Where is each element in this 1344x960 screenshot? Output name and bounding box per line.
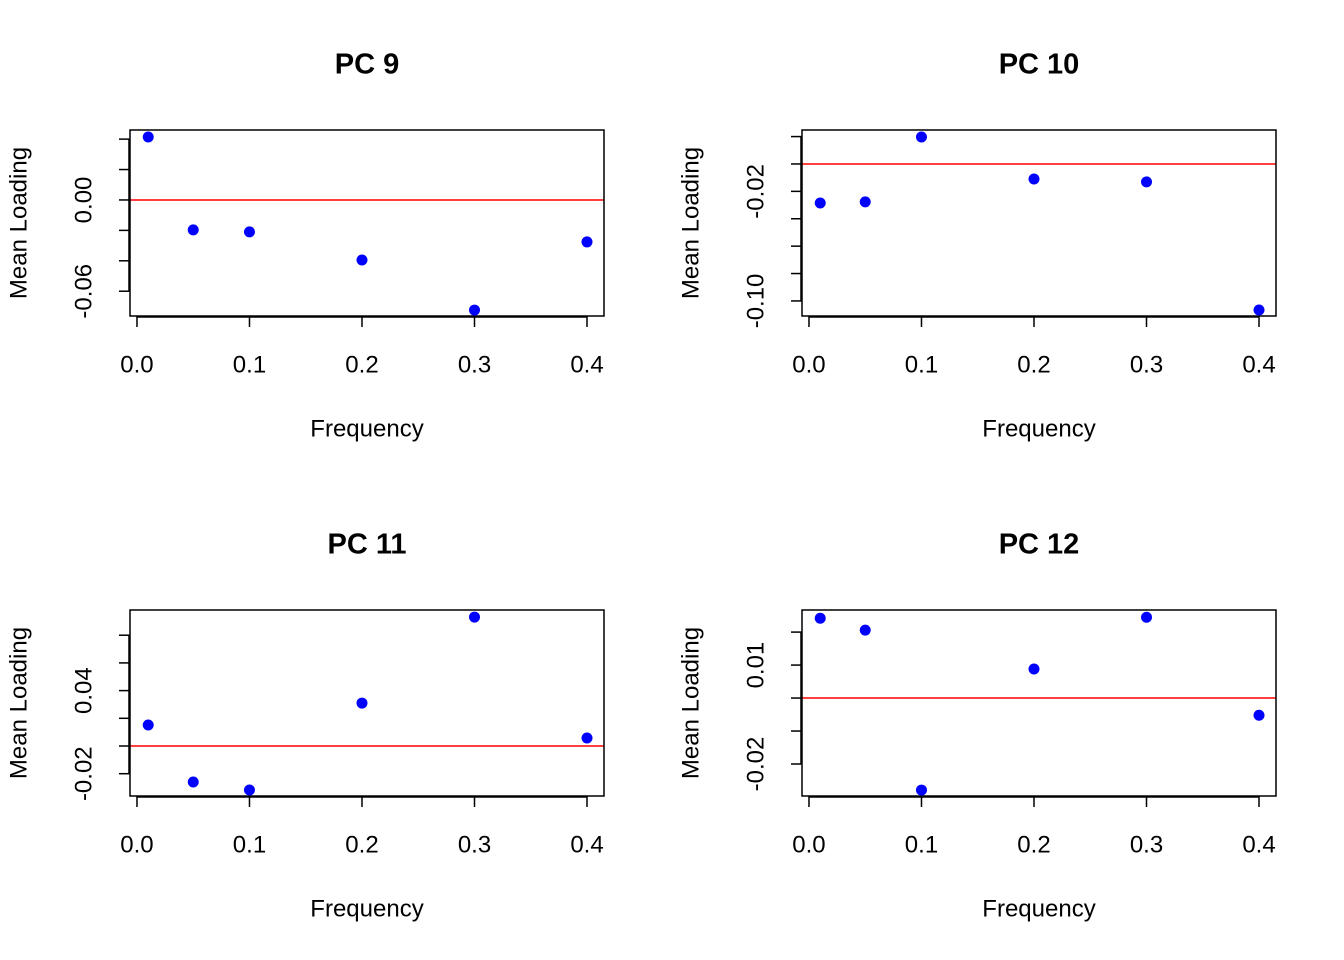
point: [581, 732, 593, 744]
y-tick-label: -0.02: [742, 164, 769, 219]
x-tick-label: 0.1: [905, 831, 938, 858]
x-tick-label: 0.0: [120, 351, 153, 378]
plot-frame: [129, 609, 605, 797]
point: [243, 226, 255, 238]
x-axis-label: Frequency: [982, 415, 1095, 442]
point: [1141, 611, 1153, 623]
y-tick-label: -0.06: [70, 264, 97, 319]
point: [814, 612, 826, 624]
point: [469, 611, 481, 623]
plot-frame: [801, 609, 1277, 797]
x-tick-label: 0.2: [1017, 831, 1050, 858]
point: [1028, 663, 1040, 675]
point: [581, 236, 593, 248]
y-axis-label: Mean Loading: [677, 627, 704, 779]
x-tick-label: 0.4: [1242, 831, 1275, 858]
x-tick-label: 0.2: [345, 831, 378, 858]
x-tick-label: 0.3: [1130, 351, 1163, 378]
y-tick-label: 0.01: [742, 642, 769, 689]
x-tick-label: 0.3: [458, 831, 491, 858]
chart-title: PC 12: [999, 529, 1080, 561]
point: [142, 719, 154, 731]
y-axis-label: Mean Loading: [5, 147, 32, 299]
x-tick-label: 0.2: [345, 351, 378, 378]
y-tick-label: -0.10: [742, 274, 769, 329]
x-tick-label: 0.4: [570, 831, 603, 858]
point: [814, 197, 826, 209]
point: [1141, 176, 1153, 188]
x-tick-label: 0.3: [1130, 831, 1163, 858]
point: [859, 624, 871, 636]
point: [859, 196, 871, 208]
x-tick-label: 0.1: [905, 351, 938, 378]
x-axis-label: Frequency: [982, 895, 1095, 922]
point: [187, 776, 199, 788]
plot-frame: [801, 129, 1277, 317]
chart-title: PC 11: [328, 529, 407, 561]
x-tick-label: 0.0: [120, 831, 153, 858]
point: [1253, 709, 1265, 721]
x-tick-label: 0.2: [1017, 351, 1050, 378]
y-tick-label: 0.04: [70, 667, 97, 714]
x-tick-label: 0.0: [792, 831, 825, 858]
x-tick-label: 0.0: [792, 351, 825, 378]
point: [243, 784, 255, 796]
point: [1253, 304, 1265, 316]
x-tick-label: 0.1: [233, 831, 266, 858]
y-tick-label: -0.02: [742, 737, 769, 792]
y-tick-label: -0.02: [70, 746, 97, 801]
y-tick-label: 0.00: [70, 177, 97, 224]
chart-title: PC 9: [335, 49, 399, 81]
point: [142, 131, 154, 143]
point: [915, 784, 927, 796]
point: [356, 697, 368, 709]
point: [1028, 173, 1040, 185]
y-axis-label: Mean Loading: [677, 147, 704, 299]
x-tick-label: 0.4: [1242, 351, 1275, 378]
x-tick-label: 0.3: [458, 351, 491, 378]
point: [469, 304, 481, 316]
chart-title: PC 10: [999, 49, 1080, 81]
point: [915, 131, 927, 143]
x-axis-label: Frequency: [310, 415, 423, 442]
plot-frame: [129, 129, 605, 317]
point: [187, 224, 199, 236]
x-tick-label: 0.1: [233, 351, 266, 378]
y-axis-label: Mean Loading: [5, 627, 32, 779]
x-axis-label: Frequency: [310, 895, 423, 922]
x-tick-label: 0.4: [570, 351, 603, 378]
point: [356, 254, 368, 266]
